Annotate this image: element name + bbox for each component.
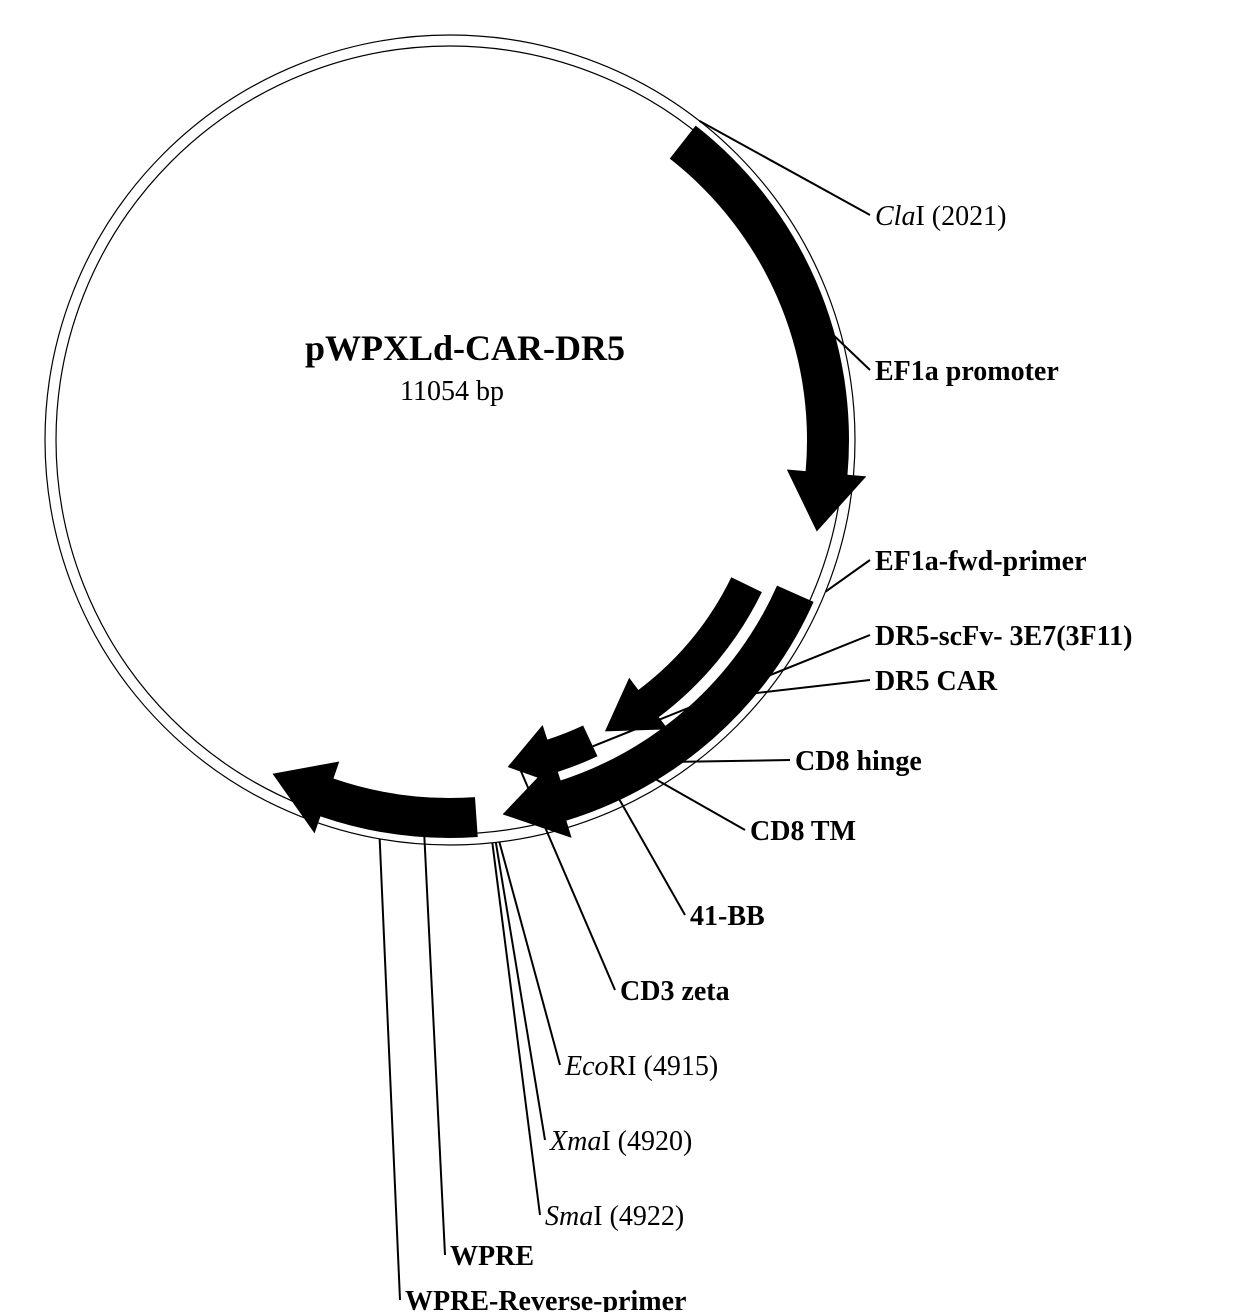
EF1a-promoter-label: EF1a promoter bbox=[875, 356, 1059, 387]
ef1a-promoter-arc bbox=[670, 126, 867, 532]
CD8-hinge-label: CD8 hinge bbox=[795, 746, 922, 777]
plasmid-map: ClaI (2021) EF1a promoter EF1a-fwd-primer D… bbox=[0, 0, 1240, 1312]
WPRE-leader bbox=[423, 819, 445, 1255]
plasmid-size: 11054 bp bbox=[400, 376, 504, 407]
wpre-arc bbox=[273, 761, 478, 838]
WPRE-rev-primer-leader bbox=[380, 839, 400, 1300]
plasmid-name: pWPXLd-CAR-DR5 bbox=[305, 328, 625, 368]
SmaI-label: SmaI (4922) bbox=[545, 1201, 684, 1232]
XmaI-leader bbox=[496, 842, 545, 1140]
EF1a-fwd-primer-leader bbox=[826, 560, 870, 592]
EcoRI-leader bbox=[499, 842, 560, 1065]
41-BB-label: 41-BB bbox=[690, 901, 765, 932]
WPRE-rev-primer-label: WPRE-Reverse-primer bbox=[405, 1286, 686, 1312]
ClaI-label: ClaI (2021) bbox=[875, 201, 1006, 232]
DR5-CAR-label: DR5 CAR bbox=[875, 666, 998, 697]
CD3-zeta-label: CD3 zeta bbox=[620, 976, 730, 1007]
WPRE-label: WPRE bbox=[450, 1241, 534, 1272]
EcoRI-label: EcoRI (4915) bbox=[564, 1051, 718, 1082]
XmaI-label: XmaI (4920) bbox=[549, 1126, 692, 1157]
CD8-TM-label: CD8 TM bbox=[750, 816, 856, 847]
plasmid-outer-ring bbox=[45, 35, 855, 845]
41-BB-leader bbox=[610, 783, 685, 915]
EF1a-fwd-primer-label: EF1a-fwd-primer bbox=[875, 546, 1087, 577]
DR5-scFv-label: DR5-scFv- 3E7(3F11) bbox=[875, 621, 1132, 652]
SmaI-leader bbox=[492, 843, 540, 1215]
CD8-TM-leader bbox=[641, 771, 745, 830]
